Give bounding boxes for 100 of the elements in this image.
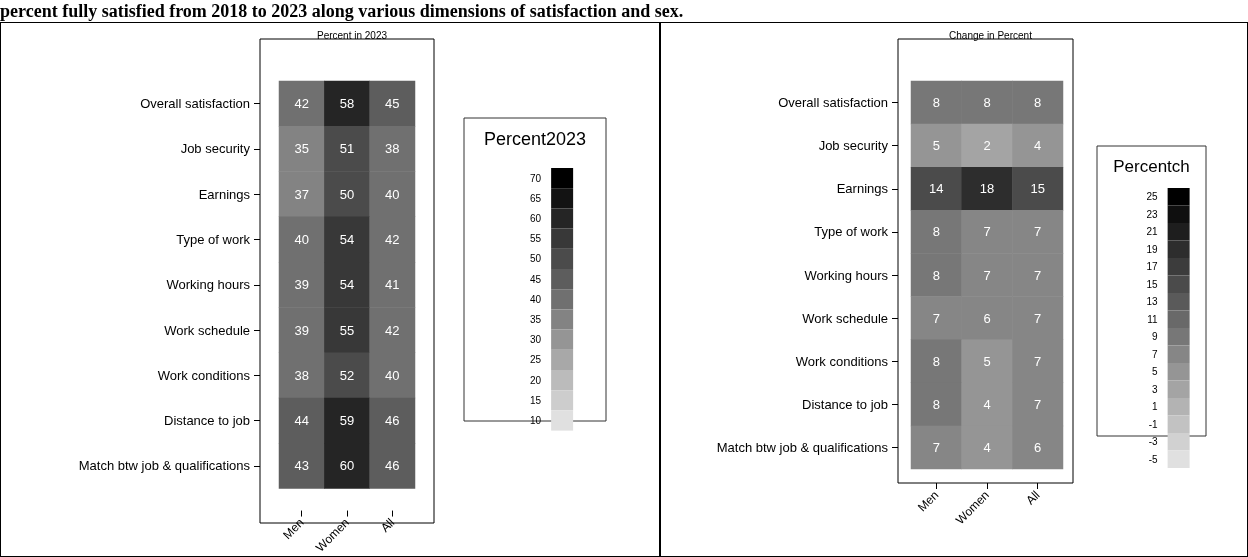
- data-label: 18: [979, 181, 995, 197]
- color-bar-label: 7: [1152, 348, 1159, 360]
- y-tick-label: Match btw job & qualifications: [716, 439, 889, 455]
- data-label: 4: [983, 396, 991, 412]
- data-label: 5: [932, 138, 940, 154]
- color-bar-label: 55: [530, 233, 542, 245]
- y-tick-label: Working hours: [166, 277, 251, 293]
- data-label: 5: [983, 353, 991, 369]
- x-tick-label: Men: [280, 515, 307, 542]
- data-label: 8: [932, 267, 940, 283]
- y-tick-label: Type of work: [814, 224, 889, 240]
- y-tick-label: Distance to job: [164, 413, 250, 429]
- data-label: 2: [983, 138, 991, 154]
- x-tick-label: Men: [914, 488, 942, 515]
- color-bar-label: 25: [1146, 191, 1159, 203]
- data-label: 8: [983, 95, 991, 111]
- color-bar-label: -3: [1148, 436, 1159, 448]
- data-label: 43: [294, 458, 309, 474]
- color-bar-label: 23: [1146, 208, 1159, 220]
- chart-title: Percent in 2023: [316, 29, 388, 41]
- data-label: 8: [1034, 95, 1042, 111]
- data-label: 7: [1034, 310, 1042, 326]
- legend-title: Percent2023: [483, 129, 587, 149]
- data-label: 54: [339, 277, 355, 293]
- data-label: 7: [1034, 267, 1042, 283]
- data-label: 42: [385, 322, 400, 338]
- data-label: 52: [339, 367, 355, 383]
- data-label: 7: [932, 439, 940, 455]
- data-label: 59: [339, 413, 355, 429]
- color-bar-label: -1: [1148, 418, 1159, 430]
- data-label: 6: [983, 310, 991, 326]
- color-bar-label: 21: [1146, 226, 1159, 238]
- y-tick-label: Work conditions: [795, 353, 889, 369]
- y-tick-label: Work conditions: [157, 367, 251, 383]
- y-tick-label: Working hours: [804, 267, 889, 283]
- data-label: 54: [339, 231, 355, 247]
- data-label: 42: [294, 96, 309, 112]
- data-label: 35: [294, 141, 309, 157]
- color-bar-label: 19: [1146, 243, 1159, 255]
- data-label: 8: [932, 396, 940, 412]
- data-label: 46: [385, 413, 400, 429]
- data-label: 40: [385, 367, 400, 383]
- y-tick-label: Earnings: [198, 186, 251, 202]
- data-label: 39: [294, 322, 309, 338]
- color-bar-label: 17: [1146, 261, 1159, 273]
- y-tick-label: Job security: [818, 138, 889, 154]
- color-bar-label: 35: [530, 314, 542, 325]
- data-label: 7: [983, 224, 991, 240]
- data-label: 6: [1034, 439, 1042, 455]
- text: percent fully satisfied from 2018 to 2023 along various dimensions of satisfaction and sex.: [0, 1, 684, 21]
- color-bar-label: 15: [1146, 278, 1159, 290]
- data-label: 38: [294, 367, 309, 383]
- data-label: 39: [294, 277, 309, 293]
- data-label: 7: [1034, 353, 1042, 369]
- data-label: 44: [294, 413, 309, 429]
- x-tick-label: All: [1023, 488, 1043, 508]
- data-label: 50: [339, 186, 355, 202]
- data-label: 4: [1034, 138, 1042, 154]
- data-label: 40: [294, 231, 309, 247]
- data-label: 14: [929, 181, 944, 197]
- color-bar-label: 10: [530, 415, 542, 426]
- y-tick-label: Work schedule: [164, 322, 250, 338]
- color-bar-label: 65: [530, 192, 542, 204]
- data-label: 58: [339, 96, 355, 112]
- data-label: 4: [983, 439, 991, 455]
- color-bar-label: 13: [1146, 296, 1159, 308]
- data-label: 15: [1030, 181, 1045, 197]
- color-bar-label: 5: [1152, 366, 1159, 378]
- color-bar-label: 70: [530, 172, 542, 184]
- data-label: 42: [385, 231, 400, 247]
- data-label: 7: [1034, 224, 1042, 240]
- chart-title: Change in Percent: [949, 29, 1033, 41]
- color-bar-label: 15: [530, 394, 542, 406]
- color-bar-label: 25: [530, 354, 542, 366]
- y-tick-label: Match btw job & qualifications: [78, 458, 251, 474]
- color-bar-label: 11: [1147, 313, 1159, 325]
- color-bar-label: 40: [530, 293, 542, 305]
- data-label: 8: [932, 353, 940, 369]
- y-tick-label: Overall satisfaction: [778, 95, 888, 111]
- data-label: 7: [983, 267, 991, 283]
- data-label: 8: [932, 224, 940, 240]
- data-label: 60: [339, 458, 355, 474]
- y-tick-label: Overall satisfaction: [140, 96, 250, 112]
- color-bar-label: 45: [530, 273, 542, 285]
- color-bar-label: 60: [530, 213, 542, 224]
- color-bar-label: 1: [1152, 401, 1159, 413]
- data-label: 8: [932, 95, 940, 111]
- data-label: 7: [1034, 396, 1042, 412]
- data-label: 45: [385, 96, 400, 112]
- y-tick-label: Distance to job: [802, 396, 888, 412]
- color-bar-label: 20: [530, 374, 542, 386]
- color-bar-label: -5: [1148, 453, 1159, 465]
- color-bar-label: 50: [530, 253, 542, 265]
- y-tick-label: Work schedule: [802, 310, 888, 326]
- data-label: 46: [385, 458, 400, 474]
- data-label: 41: [385, 277, 400, 293]
- data-label: 38: [385, 141, 400, 157]
- y-tick-label: Type of work: [176, 231, 251, 247]
- data-label: 51: [339, 141, 355, 157]
- data-label: 7: [932, 310, 940, 326]
